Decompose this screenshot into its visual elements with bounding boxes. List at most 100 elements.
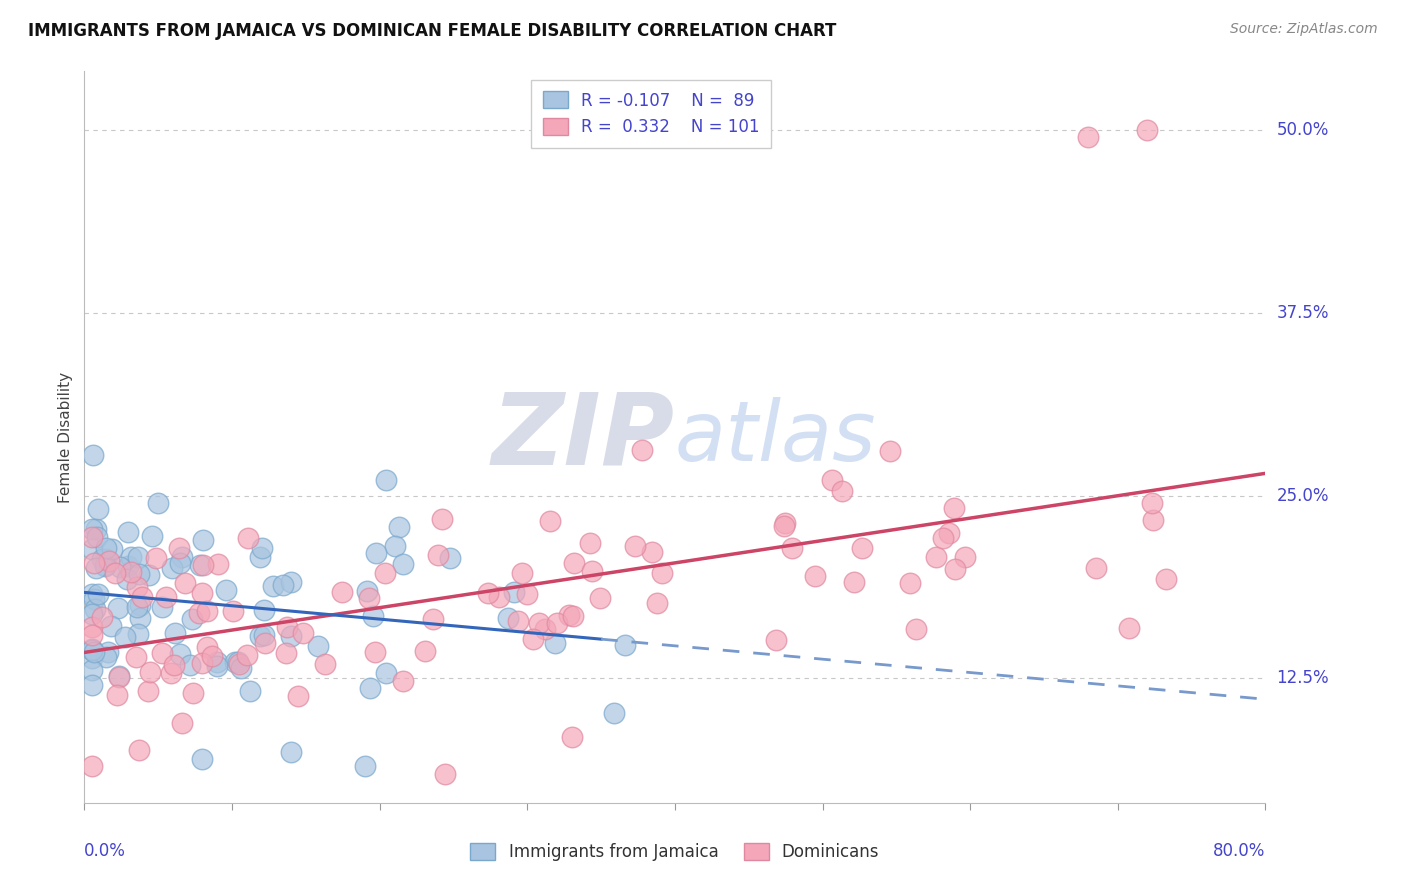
Point [80,523,103,537]
Point [943,562,966,576]
Point [1154,572,1177,586]
Point [80,642,103,657]
Point [943,501,966,516]
Point [430,511,453,525]
Point [477,586,499,600]
Point [851,541,873,555]
Point [191,752,214,766]
Point [128,567,150,582]
Point [207,558,229,572]
Point [506,614,529,628]
Point [356,584,378,599]
Point [128,743,150,757]
Text: atlas: atlas [675,397,876,477]
Point [1142,513,1164,527]
Point [120,566,142,580]
Point [83,645,105,659]
Point [392,674,415,689]
Point [195,604,218,618]
Point [82,448,104,462]
Point [181,612,204,626]
Point [97,645,120,659]
Point [253,603,276,617]
Point [80,678,103,692]
Point [207,659,229,673]
Point [169,556,191,570]
Point [276,620,298,634]
Point [804,569,827,583]
Point [624,539,647,553]
Point [148,496,170,510]
Point [80,607,103,622]
Point [127,599,149,614]
Point [86,502,108,516]
Point [80,530,103,544]
Point [772,519,794,533]
Point [529,616,551,631]
Point [80,628,103,642]
Point [538,515,561,529]
Point [932,532,955,546]
Point [773,516,796,531]
Point [516,587,538,601]
Point [91,551,114,566]
Text: ZIP: ZIP [492,389,675,485]
Text: 25.0%: 25.0% [1277,487,1329,505]
Point [562,556,585,570]
Point [150,600,173,615]
Point [413,643,436,657]
Point [181,685,204,699]
Point [190,586,212,600]
Point [129,598,152,612]
Text: 80.0%: 80.0% [1213,842,1265,860]
Point [94,649,117,664]
Point [114,630,136,644]
Point [631,443,654,458]
Point [201,648,224,663]
Point [253,636,276,650]
Point [179,658,201,673]
Point [165,625,187,640]
Point [359,681,381,696]
Point [307,639,329,653]
Point [187,606,209,620]
Point [236,531,259,545]
Point [162,560,184,574]
Point [544,636,567,650]
Point [925,550,948,565]
Point [107,669,129,683]
Point [160,665,183,680]
Point [98,554,121,568]
Point [191,656,214,670]
Point [86,522,108,536]
Point [80,541,103,556]
Point [86,530,108,544]
Point [128,611,150,625]
Point [105,688,128,702]
Point [558,608,581,623]
Point [239,683,262,698]
Point [359,591,381,605]
Point [117,558,139,573]
Point [280,745,302,759]
Point [83,556,105,570]
Point [141,529,163,543]
Point [101,542,124,557]
Point [83,591,105,606]
Text: IMMIGRANTS FROM JAMAICA VS DOMINICAN FEMALE DISABILITY CORRELATION CHART: IMMIGRANTS FROM JAMAICA VS DOMINICAN FEM… [28,22,837,40]
Text: 50.0%: 50.0% [1277,121,1329,139]
Point [136,684,159,698]
Point [87,587,110,601]
Point [953,549,976,564]
Point [80,641,103,656]
Point [603,706,626,720]
Point [115,572,138,586]
Point [374,566,396,580]
Point [252,628,274,642]
Point [191,558,214,572]
Point [107,600,129,615]
Point [640,545,662,559]
Point [100,619,122,633]
Point [84,560,107,574]
Point [938,526,960,541]
